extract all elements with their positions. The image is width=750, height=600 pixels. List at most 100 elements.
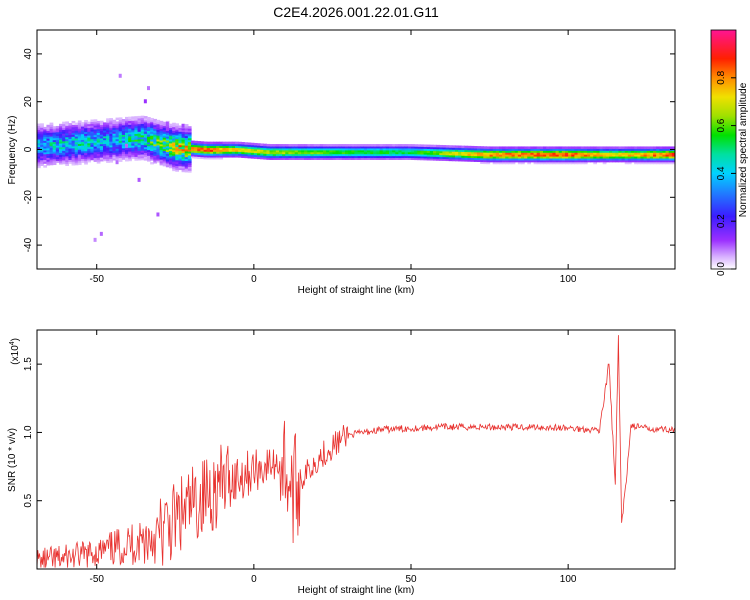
spectrogram-cell [360, 144, 365, 147]
spectrogram-cell [209, 151, 214, 154]
spectrogram-cell [103, 152, 107, 156]
spectrogram-cell [184, 146, 189, 150]
spectrogram-cell [323, 151, 327, 155]
spectrogram-cell [291, 149, 296, 153]
spectrogram-cell [260, 153, 264, 156]
spectrogram-cell [263, 151, 268, 154]
spectrogram-cell [134, 158, 139, 161]
spectrogram-cell [200, 148, 205, 152]
spectrogram-cell [156, 127, 161, 131]
spectrogram-cell [631, 159, 635, 163]
spectrogram-cell [539, 154, 544, 157]
spectrogram-cell [74, 158, 79, 162]
spectrogram-cell [125, 122, 129, 126]
spectrogram-cell [191, 142, 195, 146]
spectrogram-cell [181, 150, 186, 154]
spectrogram-cell [153, 128, 158, 131]
spectrogram-cell [351, 144, 356, 147]
spectrogram-cell [118, 119, 123, 122]
spectrogram-cell [172, 122, 176, 126]
spectrogram-cell [665, 146, 670, 149]
spectrogram-cell [65, 159, 70, 163]
spectrogram-cell [194, 148, 198, 151]
spectrogram-cell [128, 154, 132, 158]
spectrogram-cell [184, 129, 189, 133]
spectrogram-cell [150, 129, 154, 132]
spectrogram-cell [71, 130, 76, 134]
spectrogram-cell [159, 134, 164, 137]
spectrogram-cell [106, 146, 110, 150]
spectrogram-cell [392, 153, 396, 157]
spectrogram-cell [489, 150, 494, 153]
spectrogram-cell [640, 157, 645, 161]
spectrogram-cell [103, 147, 107, 150]
spectrogram-cell [84, 137, 88, 140]
spectrogram-cell [90, 148, 95, 151]
spectrogram-cell [109, 127, 114, 131]
spectrogram-cell [244, 151, 249, 155]
spectrogram-cell [241, 149, 246, 153]
spectrogram-cell [533, 159, 538, 163]
spectrogram-cell [209, 141, 214, 145]
spectrogram-cell [486, 152, 491, 155]
spectrogram-cell [423, 146, 428, 149]
spectrogram-cell [590, 154, 594, 157]
spectrogram-cell [363, 145, 368, 149]
spectrogram-cell [159, 162, 164, 166]
spectrogram-cell [561, 148, 566, 151]
spectrogram-cell [552, 156, 557, 159]
spectrogram-cell [451, 152, 456, 156]
spectrogram-cell [593, 156, 598, 159]
spectrogram-cell [194, 150, 198, 153]
spectrogram-cell [326, 144, 330, 147]
spectrogram-cell [282, 147, 286, 151]
spectrogram-cell [172, 134, 176, 137]
spectrogram-cell [112, 136, 117, 140]
snr-multiplier-base: (x10 [10, 345, 21, 365]
spectrogram-cell [178, 140, 183, 144]
spectrogram-cell [206, 145, 211, 148]
spectrogram-cell [253, 150, 258, 154]
spectrogram-cell [74, 143, 79, 147]
spectrogram-cell [37, 159, 41, 163]
spectrogram-cell [662, 157, 667, 161]
spectrogram-cell [115, 138, 120, 142]
colorbar [710, 29, 737, 270]
spectrogram-cell [131, 135, 136, 139]
spectrogram-cell [574, 159, 579, 163]
spectrogram-cell [417, 151, 422, 155]
spectrogram-cell [360, 149, 365, 153]
spectrogram-cell [404, 147, 409, 151]
spectrogram-cell [546, 159, 550, 163]
spectrogram-cell [552, 150, 557, 153]
spectrogram-cell [499, 150, 503, 153]
spectrogram-cell [172, 164, 176, 168]
spectrogram-cell [524, 146, 528, 149]
spectrogram-cell [216, 149, 220, 152]
spectrogram-cell [665, 150, 670, 153]
spectrogram-cell [169, 142, 173, 146]
spectrogram-cell [282, 155, 286, 159]
spectrogram-cell [46, 126, 51, 130]
colorbar-tick-label: 0.6 [716, 118, 727, 132]
spectrogram-cell [583, 156, 588, 159]
spectrogram-cell [624, 150, 629, 153]
spectrogram-cell [627, 157, 632, 161]
spectrogram-cell [517, 157, 522, 161]
spectrogram-cell [411, 144, 415, 147]
spectrogram-cell [338, 145, 343, 149]
spectrogram-cell [222, 151, 227, 154]
spectrogram-cell [231, 141, 236, 145]
spectrogram-cell [395, 147, 400, 151]
spectrogram-cell [370, 155, 374, 159]
spectrogram-cell [662, 156, 667, 159]
spectrogram-cell [52, 126, 57, 129]
spectrogram-cell [269, 149, 274, 153]
spectrogram-cell [175, 159, 180, 163]
spectrogram-cell [147, 86, 150, 91]
spectrogram-cell [307, 153, 312, 157]
spectrogram-cell [301, 157, 305, 160]
spectrogram-cell [200, 150, 205, 154]
spectrogram-cell [134, 119, 139, 123]
spectrogram-cell [304, 155, 308, 159]
